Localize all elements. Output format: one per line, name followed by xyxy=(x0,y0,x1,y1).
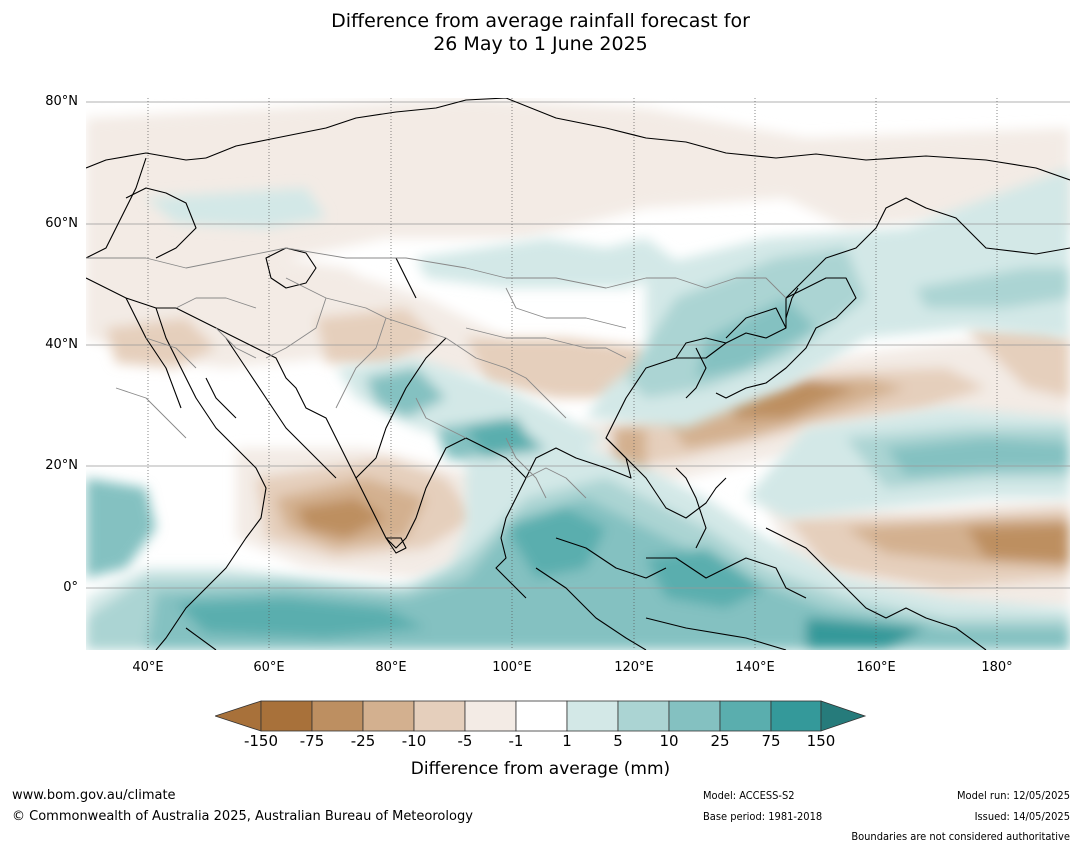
colorbar-swatch xyxy=(260,700,313,732)
lat-label-40n: 40°N xyxy=(45,337,78,352)
colorbar-arrow-right xyxy=(820,700,867,732)
colorbar-label: 5 xyxy=(613,732,623,750)
lon-label-40e: 40°E xyxy=(132,660,164,675)
colorbar-arrow-left xyxy=(215,700,262,732)
lon-label-120e: 120°E xyxy=(614,660,654,675)
base-period: Base period: 1981-2018 xyxy=(703,810,823,823)
colorbar-swatch xyxy=(515,700,568,732)
lon-label-80e: 80°E xyxy=(375,660,407,675)
colorbar-label: -1 xyxy=(508,732,524,750)
colorbar-title: Difference from average (mm) xyxy=(410,759,671,779)
website-link[interactable]: www.bom.gov.au/climate xyxy=(12,788,176,803)
lon-label-180: 180° xyxy=(981,660,1013,675)
colorbar-swatch xyxy=(719,700,772,732)
copyright-notice: © Commonwealth of Australia 2025, Austra… xyxy=(12,809,473,824)
colorbar-swatch xyxy=(413,700,466,732)
model-run-date: Model run: 12/05/2025 xyxy=(957,789,1070,802)
colorbar-label: 1 xyxy=(562,732,572,750)
lon-label-160e: 160°E xyxy=(856,660,896,675)
colorbar xyxy=(215,700,867,732)
colorbar-label: -75 xyxy=(299,732,325,750)
colorbar-swatch xyxy=(362,700,415,732)
rainfall-anomaly-map xyxy=(86,98,1070,650)
colorbar-label: -5 xyxy=(457,732,473,750)
colorbar-swatch xyxy=(668,700,721,732)
lon-label-140e: 140°E xyxy=(735,660,775,675)
model-name: Model: ACCESS-S2 xyxy=(703,789,795,802)
colorbar-label: -150 xyxy=(243,732,279,750)
issued-date: Issued: 14/05/2025 xyxy=(974,810,1070,823)
lat-label-60n: 60°N xyxy=(45,216,78,231)
lat-label-0: 0° xyxy=(63,580,78,595)
lon-label-60e: 60°E xyxy=(253,660,285,675)
coastlines xyxy=(86,98,1070,650)
colorbar-label: -25 xyxy=(350,732,376,750)
colorbar-swatch xyxy=(617,700,670,732)
dry-anomaly-areas xyxy=(86,98,1070,618)
boundaries xyxy=(86,247,787,499)
map-title-line2: 26 May to 1 June 2025 xyxy=(433,33,648,55)
colorbar-label: 150 xyxy=(806,732,836,750)
colorbar-label: 25 xyxy=(710,732,730,750)
lon-label-100e: 100°E xyxy=(492,660,532,675)
colorbar-swatch xyxy=(770,700,822,732)
colorbar-swatch xyxy=(311,700,364,732)
meridians xyxy=(147,98,998,650)
anomaly-field xyxy=(86,98,1070,650)
lat-label-20n: 20°N xyxy=(45,458,78,473)
colorbar-swatch xyxy=(566,700,619,732)
colorbar-label: 10 xyxy=(659,732,679,750)
colorbar-swatch xyxy=(464,700,517,732)
colorbar-label: -10 xyxy=(401,732,427,750)
colorbar-label: 75 xyxy=(761,732,781,750)
lat-label-80n: 80°N xyxy=(45,94,78,109)
boundaries-disclaimer: Boundaries are not considered authoritat… xyxy=(851,830,1070,843)
graticule xyxy=(86,101,1070,589)
map-title-line1: Difference from average rainfall forecas… xyxy=(331,10,750,32)
